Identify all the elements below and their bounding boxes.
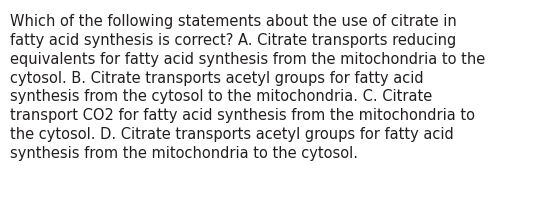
- Text: Which of the following statements about the use of citrate in
fatty acid synthes: Which of the following statements about …: [10, 14, 485, 161]
